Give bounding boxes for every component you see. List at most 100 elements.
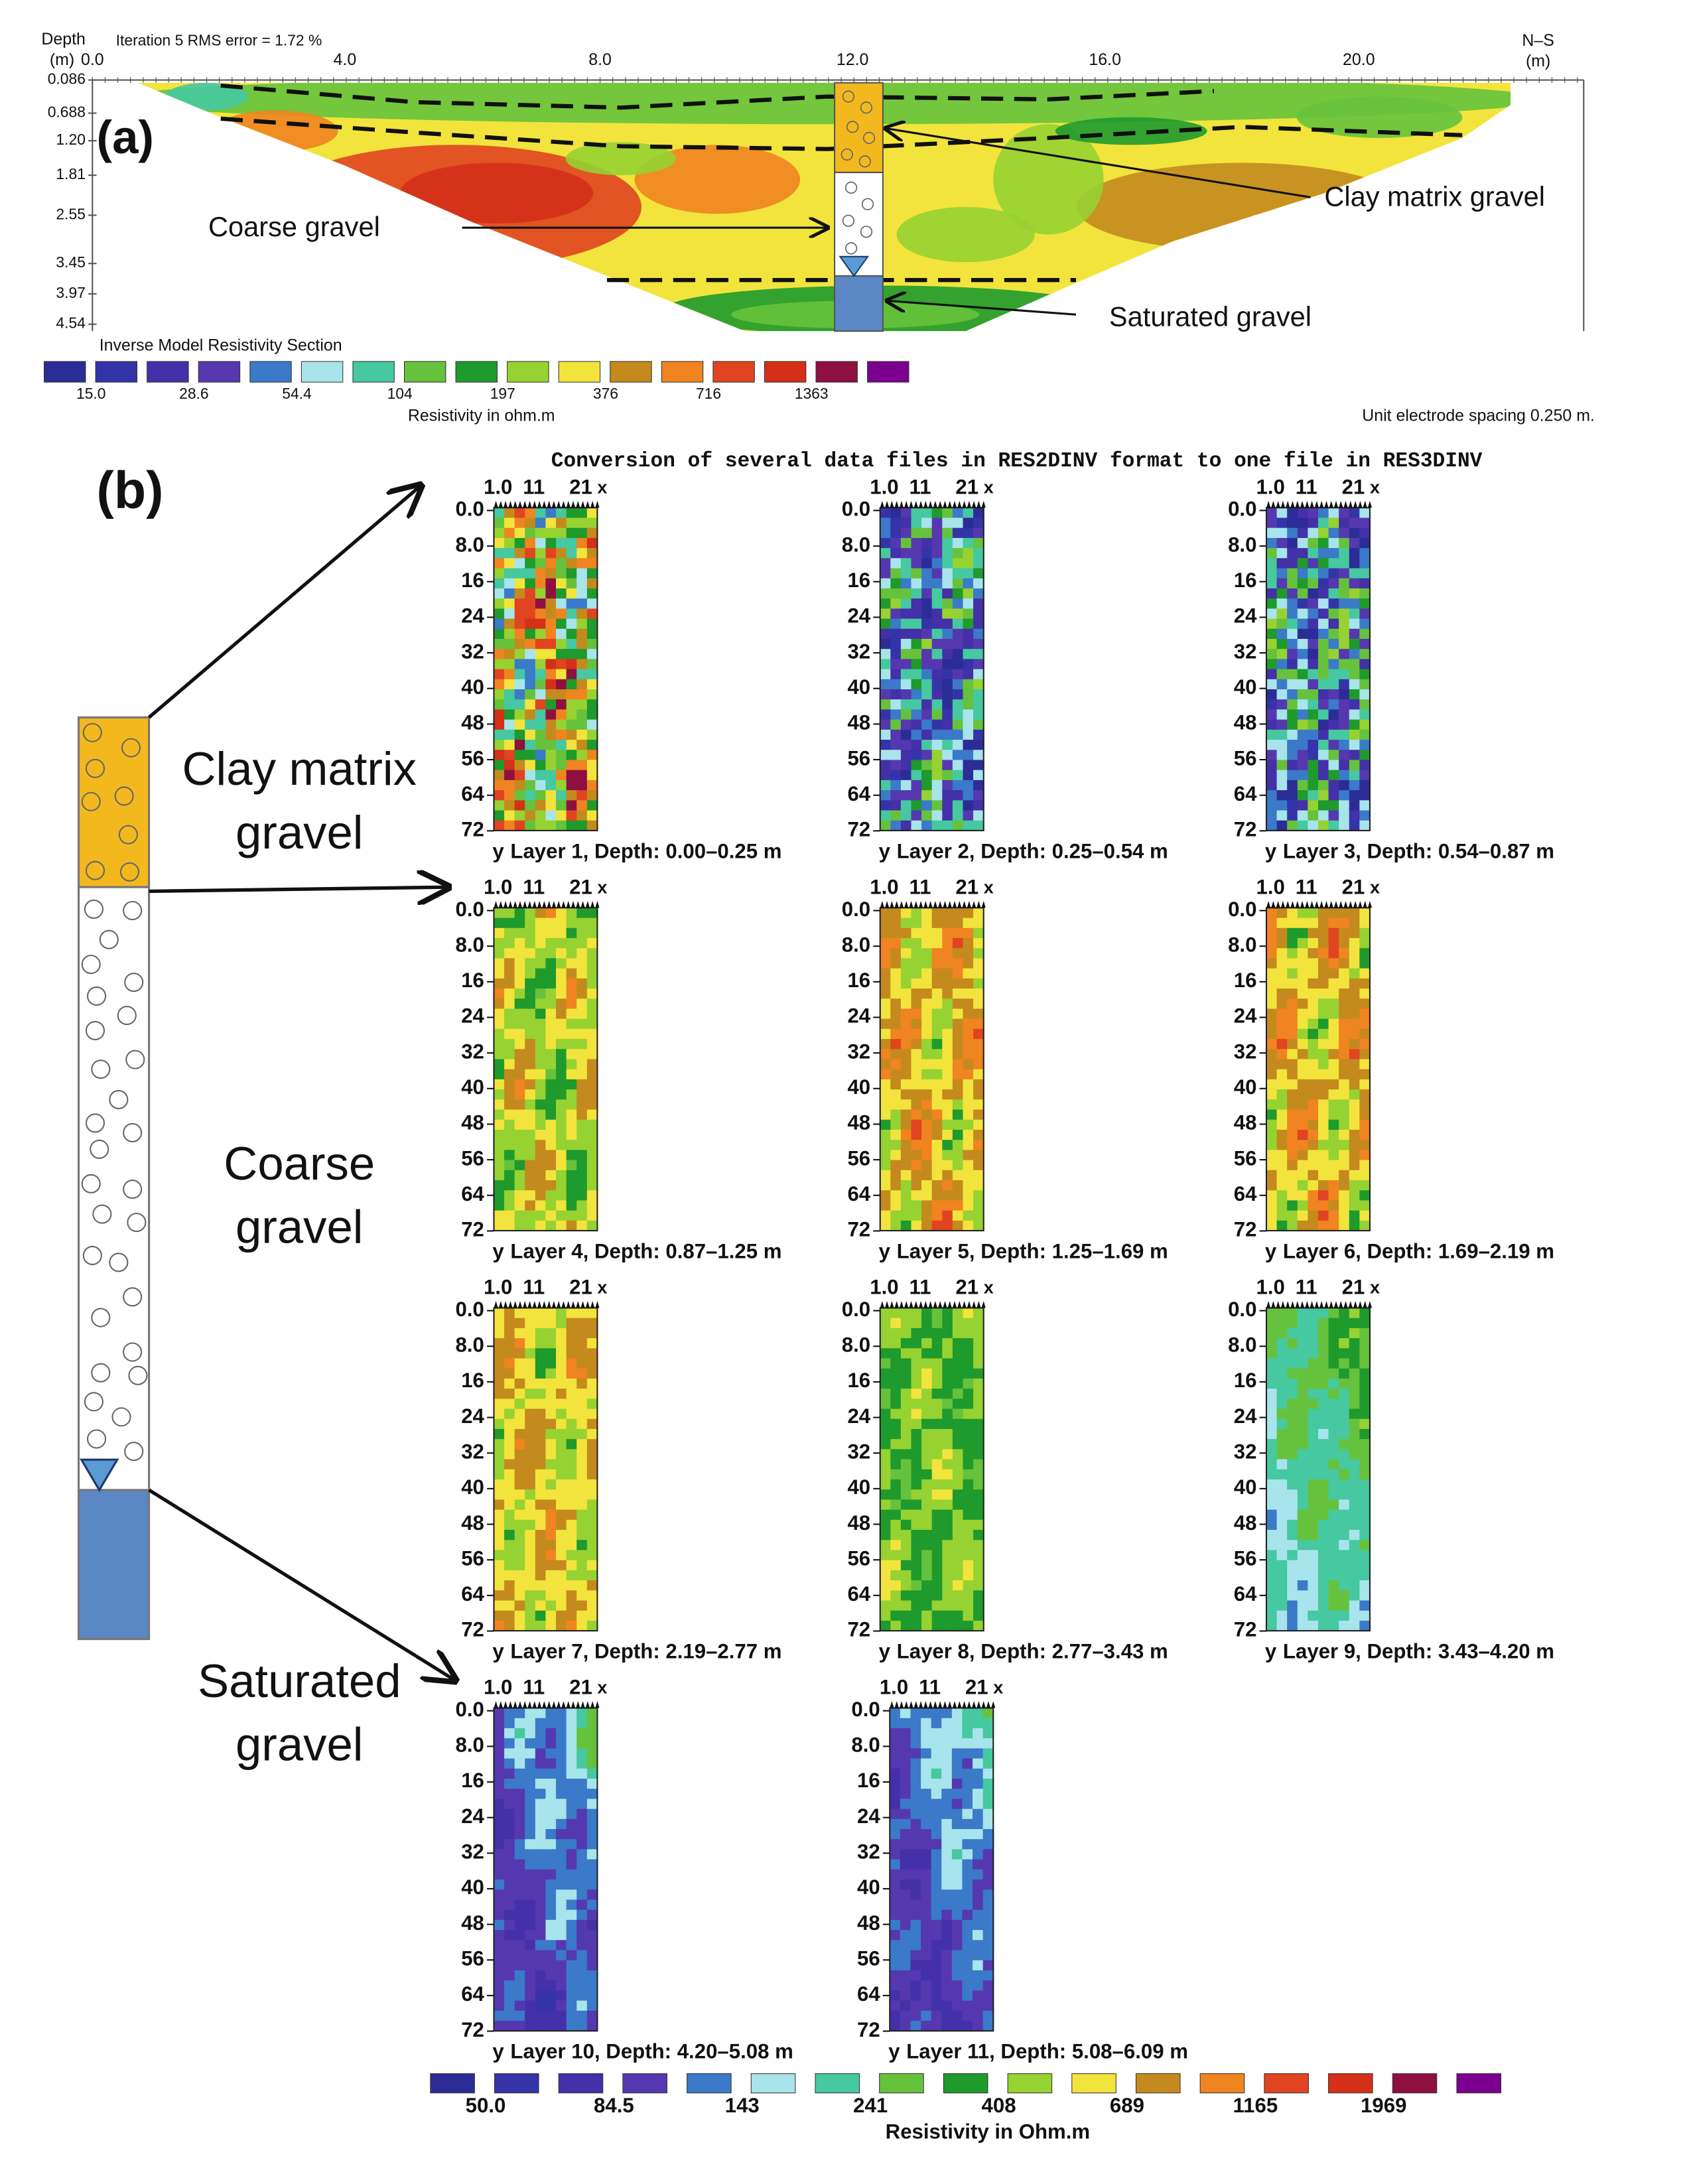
heatmap-cell [586, 1849, 598, 1860]
heatmap-cell [1287, 1129, 1298, 1141]
heatmap-cell [1349, 1378, 1361, 1390]
tick-mark [923, 1701, 928, 1708]
heatmap-cell [1276, 598, 1288, 610]
tick-mark [1363, 900, 1367, 908]
heatmap-cell [556, 927, 567, 939]
heatmap-cell [1359, 1318, 1371, 1329]
heatmap-cell [973, 1039, 984, 1050]
heatmap-cell [911, 508, 923, 519]
heatmap-cell [1308, 1308, 1319, 1319]
heatmap-cell [1317, 800, 1329, 811]
heatmap-cell [952, 568, 964, 579]
heatmap-cell [504, 1758, 515, 1769]
y-tick-label: 48 [857, 1911, 880, 1935]
heatmap-cell [566, 608, 578, 620]
heatmap-cell [880, 669, 892, 680]
heatmap-cell [1297, 750, 1309, 761]
heatmap-cell [921, 568, 933, 579]
tick-mark [1329, 1301, 1333, 1308]
heatmap-cell [525, 1620, 536, 1632]
heatmap-cell [525, 1358, 536, 1369]
heatmap-cell [1297, 1519, 1309, 1531]
heatmap-cell [525, 1089, 536, 1101]
heatmap-cell [931, 1519, 943, 1531]
heatmap-cell [514, 1018, 526, 1030]
heatmap-cell [1308, 1439, 1319, 1450]
heatmap-cell [1308, 1338, 1319, 1349]
heatmap-cell [494, 2020, 505, 2032]
heatmap-cell [514, 968, 526, 979]
heatmap-cell [921, 1620, 933, 1632]
heatmap-cell [890, 1950, 901, 1961]
heatmap-cell [504, 1748, 515, 1759]
heatmap-cell [494, 1428, 505, 1440]
heatmap-cell [951, 1879, 963, 1891]
heatmap-cell [890, 918, 902, 929]
heatmap-cell [556, 638, 567, 650]
heatmap-cell [952, 1550, 964, 1561]
legend-swatch [455, 361, 498, 383]
x-tick-label: 21 [965, 1676, 988, 1699]
y-tick-label: 24 [1234, 1404, 1257, 1428]
heatmap-cell [942, 719, 953, 730]
heatmap-cell [1349, 537, 1361, 549]
heatmap-cell [1339, 989, 1350, 1000]
heatmap-cell [576, 1049, 588, 1060]
heatmap-cell [504, 1600, 515, 1611]
heatmap-cell [921, 989, 933, 1000]
heatmap-cell [1359, 517, 1371, 529]
heatmap-cell [494, 1099, 505, 1111]
heatmap-cell [931, 669, 943, 680]
heatmap-cell [494, 1960, 505, 1971]
heatmap-cell [504, 1119, 515, 1130]
tick-mark [947, 900, 952, 908]
heatmap-cell [586, 1909, 598, 1921]
heatmap-cell [973, 1099, 984, 1111]
tick-mark [1271, 500, 1276, 508]
heatmap-cell [566, 669, 578, 680]
heatmap-cell [900, 1778, 911, 1790]
x-tick-label: 0.0 [81, 50, 104, 69]
heatmap-cell [1359, 1600, 1371, 1611]
heatmap-cell [962, 1849, 974, 1860]
heatmap-cell [880, 1368, 892, 1379]
heatmap-cell [566, 1899, 578, 1911]
tick-mark [885, 1301, 890, 1308]
heatmap-cell [535, 649, 547, 660]
heatmap-cell [1308, 948, 1319, 959]
heatmap-cell [1339, 1459, 1350, 1470]
heatmap-cell [1328, 1190, 1340, 1201]
heatmap-cell [1297, 1469, 1309, 1481]
heatmap-cell [963, 719, 975, 730]
heatmap-cell [880, 689, 892, 701]
heatmap-cell [535, 820, 547, 831]
heatmap-cell [1297, 780, 1309, 791]
heatmap-cell [576, 1748, 588, 1759]
heatmap-cell [504, 1610, 515, 1621]
tick-mark [1280, 500, 1286, 508]
heatmap-cell [586, 1718, 598, 1729]
heatmap-cell [504, 989, 515, 1000]
heatmap-cell [566, 729, 578, 741]
heatmap-cell [576, 1738, 588, 1749]
heatmap-cell [494, 1399, 505, 1410]
heatmap-cell [535, 1950, 547, 1961]
heatmap-cell [962, 1789, 974, 1800]
heatmap-cell [942, 1008, 953, 1020]
heatmap-cell [1308, 1509, 1319, 1521]
heatmap-cell [1276, 1580, 1288, 1592]
heatmap-cell [973, 1180, 984, 1192]
heatmap-cell [586, 1590, 598, 1602]
tick-mark [918, 500, 923, 508]
heatmap-cell [525, 1200, 536, 1211]
heatmap-cell [942, 1550, 953, 1561]
heatmap-cell [1287, 780, 1298, 791]
heatmap-cell [880, 719, 892, 730]
heatmap-cell [1266, 1620, 1278, 1632]
heatmap-cell [900, 1620, 912, 1632]
heatmap-cell [586, 1940, 598, 1951]
heatmap-cell [1276, 1059, 1288, 1070]
gravel-circle [119, 862, 140, 882]
heatmap-cell [556, 1059, 567, 1070]
heatmap-cell [525, 669, 536, 680]
